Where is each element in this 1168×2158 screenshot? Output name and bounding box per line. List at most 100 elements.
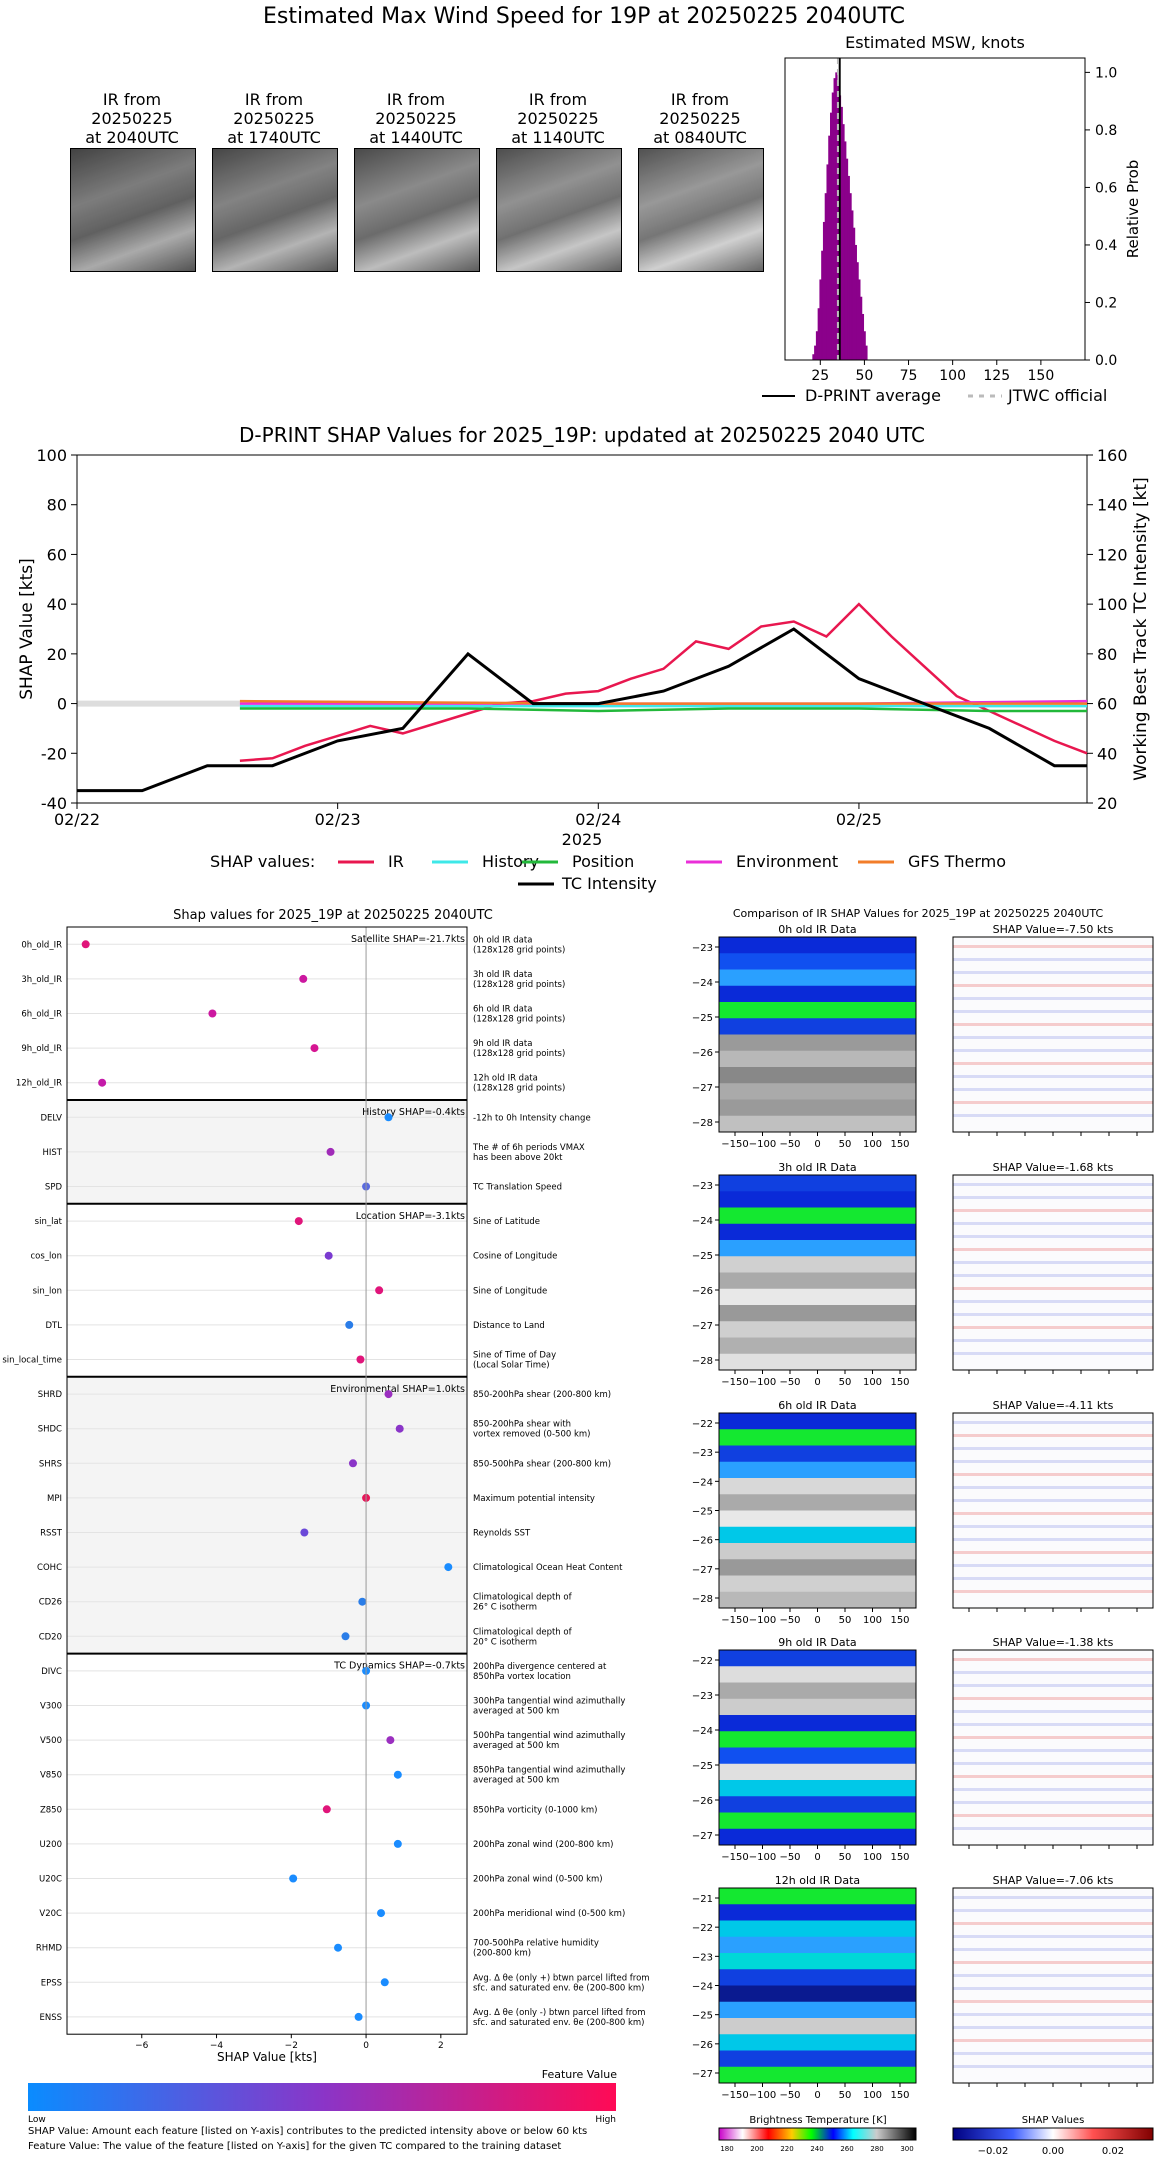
histogram-bar [840,106,843,361]
shap-stripe [953,1922,1153,1925]
ir-caption: IR from 20250225 at 1140UTC [483,90,633,147]
feature-point [322,1805,331,1814]
ir-stripe [719,1288,916,1306]
feature-description: averaged at 500 km [473,1741,559,1751]
ir-caption-line: at 1440UTC [369,128,463,147]
ir-stripe [719,1904,916,1921]
y-tick-label: −28 [692,1118,713,1129]
y-tick-label: −22 [692,1923,713,1934]
shap-stripe [953,1313,1153,1316]
histogram-bar [819,279,822,360]
shap-stripe [953,1088,1153,1091]
legend-entry: Environment [736,852,838,871]
ir-caption-line: 20250225 [517,109,599,128]
x-tick-label: −4 [210,2041,224,2051]
ir-thumbnail-image [70,148,196,272]
feature-description: vortex removed (0-500 km) [473,1430,590,1440]
feature-description: 200hPa meridional wind (0-500 km) [473,1909,625,1919]
y-tick-label: 100 [36,446,67,465]
shap-stripe [953,1434,1153,1437]
ir-stripe [719,1272,916,1290]
y-tick-label: −23 [692,1691,713,1702]
feature-point [358,1597,367,1606]
feature-name: SHRD [38,1390,63,1400]
feature-shap-chart: Shap values for 2025_19P at 20250225 204… [2,908,649,2125]
shap-stripe [953,2065,1153,2068]
y2-tick-label: 20 [1097,794,1117,813]
shap-stripe [953,1801,1153,1804]
ir-caption-line: 20250225 [659,109,741,128]
ir-stripe [719,1666,916,1683]
ir-stripe [719,953,916,970]
ir-stripe [719,1321,916,1338]
ir-stripe [719,1812,916,1830]
shap-stripe [953,2013,1153,2016]
shap-stripe [953,1961,1153,1964]
y-tick-label: -40 [41,794,67,813]
shap-stripe [953,1010,1153,1013]
shap-stripe [953,1300,1153,1303]
y-tick-label: −23 [692,1448,713,1459]
histogram-bar [837,81,840,360]
shap-panel-bg [953,1175,1153,1370]
ir-caption-line: at 0840UTC [653,128,747,147]
y-tick-label: 1.0 [1095,65,1117,81]
feature-description: 700-500hPa relative humidity [473,1939,599,1949]
feature-name: V20C [39,1909,62,1919]
bt-tick-label: 220 [780,2145,793,2153]
shap-stripe [953,1538,1153,1541]
y-tick-label: −27 [692,2069,713,2080]
shap-stripe [953,1827,1153,1830]
ir-caption-line: IR from [386,90,446,109]
shap-stripe [953,1114,1153,1117]
x-tick-label: 0 [814,1615,820,1626]
feature-axes-frame [66,926,468,2035]
feature-description: 200hPa zonal wind (200-800 km) [473,1840,613,1850]
shap-stripe [953,1486,1153,1489]
feature-colorbar-high: High [595,2115,616,2125]
series-line-tc-intensity [77,627,1087,793]
ir-stripe [719,1953,916,1970]
x-axis-label: SHAP Value [kts] [217,2050,317,2064]
page-title: Estimated Max Wind Speed for 19P at 2025… [262,4,906,29]
histogram-bar [844,141,847,360]
x-tick-label: −50 [779,1139,800,1150]
shap-stripe [953,1710,1153,1713]
feature-description: 26° C isotherm [473,1603,537,1613]
shap-panel-bg [953,1650,1153,1845]
ir-panel-title: 6h old IR Data [778,1399,856,1412]
shap-stripe [953,1447,1153,1450]
x-tick-label: −50 [779,1615,800,1626]
ir-caption-line: 20250225 [375,109,457,128]
histogram-bar [817,308,820,360]
feature-name: RHMD [36,1944,63,1954]
ir-caption-line: 20250225 [91,109,173,128]
ir-stripe [719,937,916,954]
shap-stripe [953,1196,1153,1199]
feature-name: V300 [40,1702,62,1712]
legend-dprint-label: D-PRINT average [805,386,941,405]
feature-description: Cosine of Longitude [473,1252,557,1262]
ir-stripe [719,1240,916,1257]
legend-entry: GFS Thermo [908,852,1006,871]
shap-stripe [953,1684,1153,1687]
feature-description: averaged at 500 km [473,1707,559,1717]
ir-stripe [719,1936,916,1954]
ir-panel-title: 12h old IR Data [775,1874,860,1887]
y-tick-label: 0.2 [1095,295,1117,311]
shap-stripe [953,1788,1153,1791]
y2-tick-label: 120 [1097,545,1128,564]
y-tick-label: −27 [692,1321,713,1332]
histogram-bar [822,221,826,360]
y-tick-label: −24 [692,1982,713,1993]
y-tick-label: −24 [692,978,713,989]
ir-stripe [719,1067,916,1084]
group-label: Environmental SHAP=1.0kts [330,1384,465,1395]
ir-stripe [719,1828,916,1846]
feature-point [348,1459,357,1468]
y-tick-label: 20 [47,645,67,664]
histogram-bar [831,92,835,360]
ir-stripe [719,985,916,1003]
x-tick-label: 02/23 [315,810,361,829]
feature-description: Avg. Δ θe (only -) btwn parcel lifted fr… [473,2008,646,2018]
